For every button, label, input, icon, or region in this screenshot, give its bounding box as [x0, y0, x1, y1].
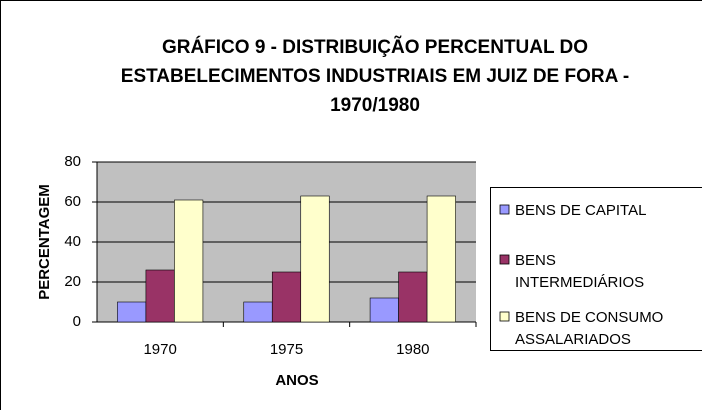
bar	[398, 271, 428, 323]
bar	[243, 301, 273, 323]
y-axis-label: PERCENTAGEM	[36, 184, 53, 300]
x-tick-label: 1970	[143, 341, 176, 358]
bar	[174, 199, 204, 323]
bar	[145, 269, 175, 323]
legend-label: BENS DE CONSUMO ASSALARIADOS	[515, 309, 664, 348]
legend-swatch	[499, 204, 510, 215]
bar	[426, 195, 456, 323]
legend-label: BENS INTERMEDIÁRIOS	[515, 252, 645, 291]
x-tick-label: 1975	[270, 341, 303, 358]
y-tick-label: 40	[64, 233, 81, 250]
legend-box	[490, 187, 702, 351]
legend-swatch	[499, 311, 510, 322]
legend-label: BENS DE CAPITAL	[515, 202, 647, 219]
y-tick-label: 20	[64, 273, 81, 290]
legend-swatch	[499, 254, 510, 265]
bar	[300, 195, 330, 323]
bar	[369, 297, 399, 323]
y-tick-label: 60	[64, 193, 81, 210]
x-axis-label: ANOS	[275, 372, 318, 389]
bar	[271, 271, 302, 323]
y-tick-label: 80	[64, 153, 81, 170]
chart-title: GRÁFICO 9 - DISTRIBUIÇÃO PERCENTUAL DO E…	[120, 37, 630, 116]
y-tick-label: 0	[73, 313, 81, 330]
bar	[117, 301, 147, 323]
x-tick-label: 1980	[396, 341, 429, 358]
